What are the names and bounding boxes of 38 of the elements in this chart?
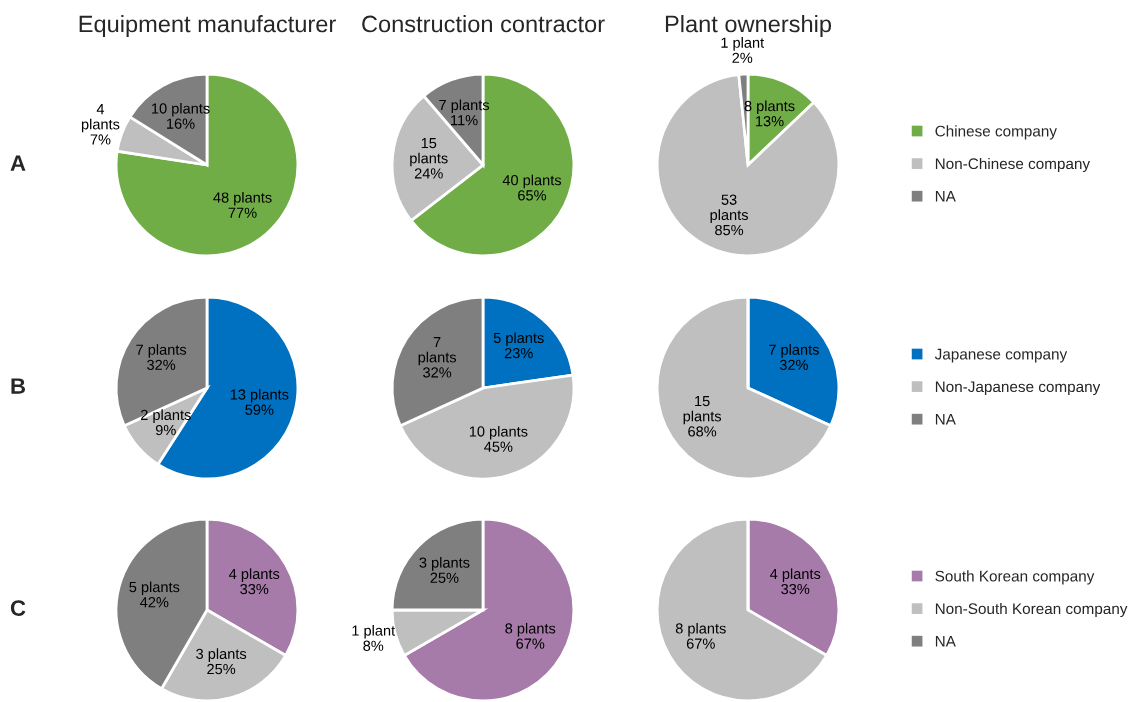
data-label: 40 plants 65% <box>502 174 562 201</box>
data-label: 3 plants 25% <box>419 557 470 583</box>
chart-title: Construction contractor <box>362 14 605 33</box>
data-label: 7 plants 32% <box>418 337 457 378</box>
data-label: 3 plants 25% <box>196 648 247 675</box>
legend-label: Non-South Korean company <box>935 602 1128 618</box>
text: A <box>10 155 26 171</box>
data-label: 53 plants 85% <box>710 194 748 236</box>
data-label: 4 plants 7% <box>81 104 120 145</box>
data-label: 4 plants 33% <box>770 568 821 595</box>
legend-label: Non-Chinese company <box>935 157 1091 173</box>
pie-slice <box>655 73 841 258</box>
legend-label: NA <box>935 636 956 647</box>
legend-label: NA <box>935 191 956 202</box>
data-label: 7 plants 32% <box>769 344 819 371</box>
legend-label: Japanese company <box>934 348 1068 363</box>
data-label: 15 plants 68% <box>683 396 722 437</box>
data-label: 5 plants 23% <box>493 332 544 359</box>
data-label: 4 plants 33% <box>229 568 280 595</box>
legend-label: Chinese company <box>935 125 1057 140</box>
text: B <box>11 378 26 394</box>
data-label: 2 plants 9% <box>140 409 191 436</box>
data-label: 13 plants 59% <box>230 388 289 415</box>
chart-title: Equipment manufacturer <box>79 14 336 37</box>
data-label: 7 plants 32% <box>136 344 187 371</box>
data-label: 8 plants 67% <box>505 622 556 649</box>
data-label: 8 plants 67% <box>675 622 726 649</box>
legend-label: Non-Japanese company <box>935 381 1101 396</box>
data-label: 10 plants 45% <box>469 425 528 452</box>
legend-label: South Korean company <box>935 570 1095 585</box>
legend-label: NA <box>935 414 956 425</box>
data-label: 1 plant 2% <box>721 37 765 63</box>
data-label: 48 plants 77% <box>213 192 272 218</box>
data-label: 1 plant 8% <box>352 625 396 651</box>
data-label: 5 plants 42% <box>129 581 180 608</box>
data-label: 15 plants 24% <box>410 138 448 179</box>
text: C <box>10 600 26 616</box>
chart-title: Plant ownership <box>665 14 832 37</box>
